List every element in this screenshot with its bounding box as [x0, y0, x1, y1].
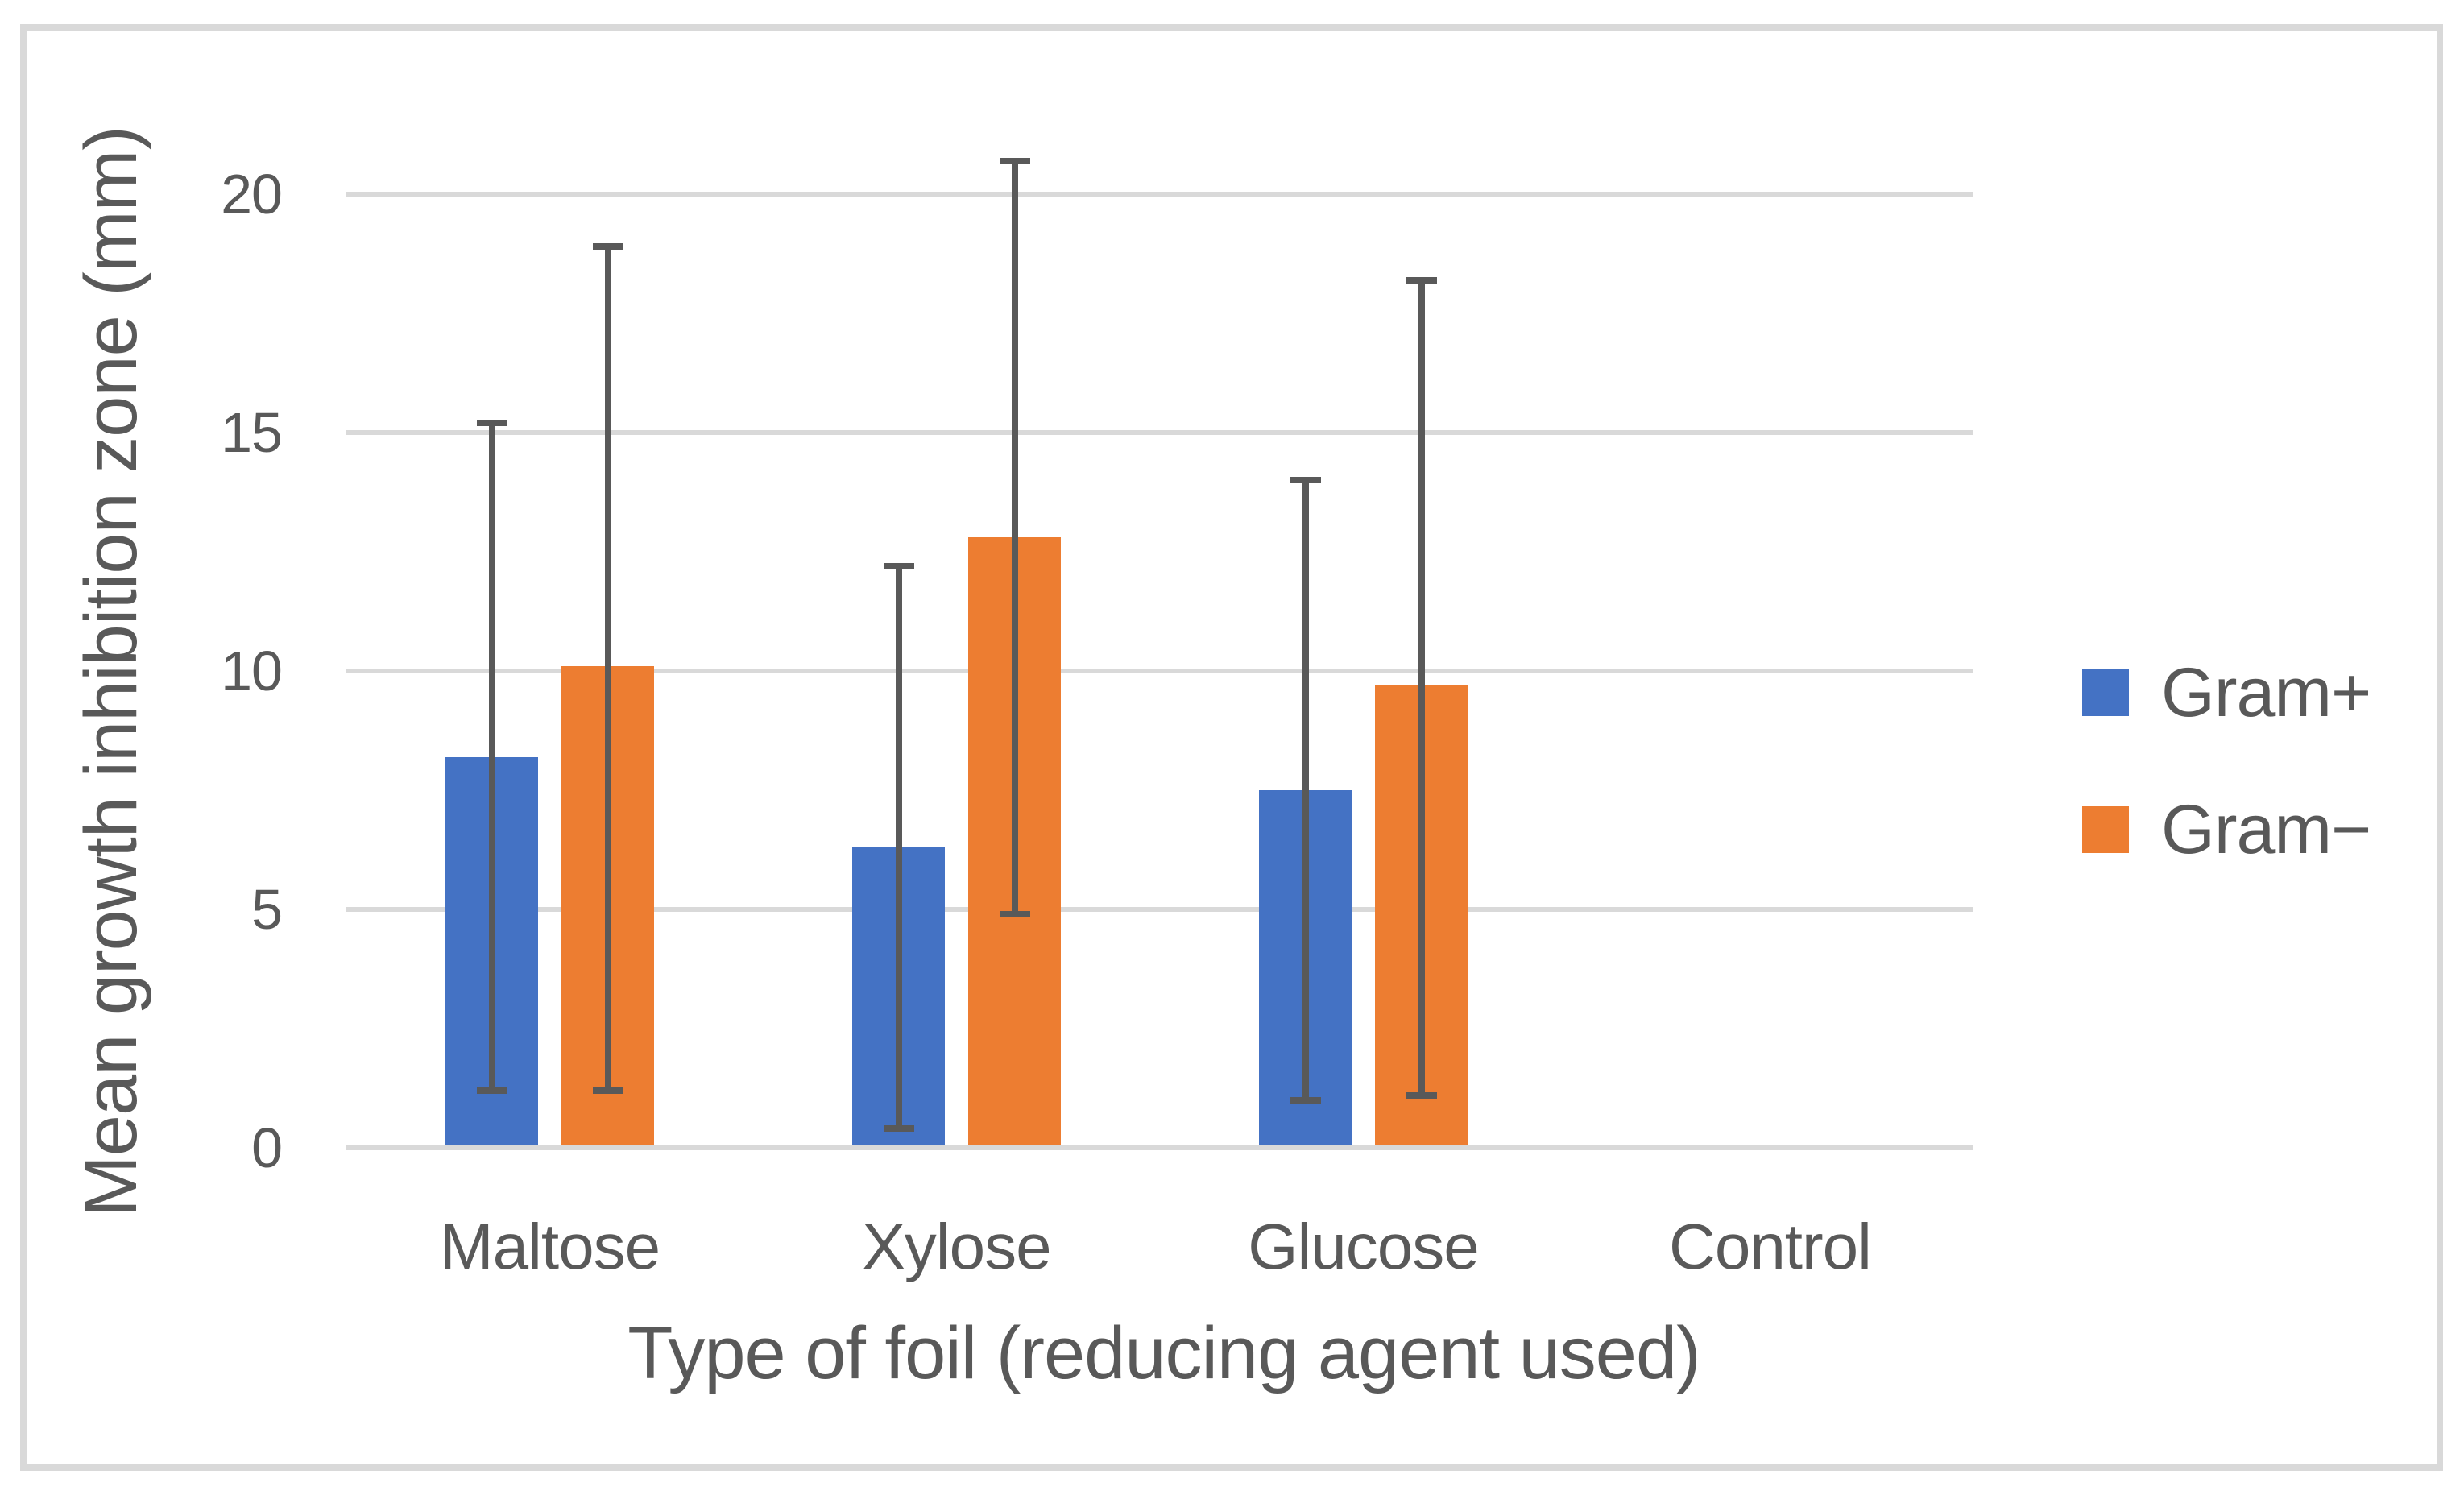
y-tick-label-15: 15 — [221, 401, 283, 464]
figure-border — [20, 24, 2443, 1471]
error-bar-gramplus-xylose-top-cap — [883, 562, 914, 569]
error-bar-gramminus-maltose — [604, 246, 611, 1091]
error-bar-gramplus-xylose — [895, 565, 902, 1129]
error-bar-gramplus-glucose-bottom-cap — [1290, 1096, 1321, 1104]
gridline-20 — [346, 192, 1973, 197]
y-tick-label-5: 5 — [251, 878, 283, 941]
legend-swatch-gramminus — [2082, 806, 2129, 853]
legend-label-gramplus: Gram+ — [2161, 653, 2371, 731]
error-bar-gramminus-maltose-top-cap — [592, 243, 623, 251]
legend-item-gramplus: Gram+ — [2082, 654, 2371, 731]
error-bar-gramminus-glucose-bottom-cap — [1406, 1091, 1437, 1099]
y-tick-label-0: 0 — [251, 1116, 283, 1179]
legend-label-gramminus: Gram− — [2161, 790, 2371, 868]
gridline-15 — [346, 430, 1973, 435]
error-bar-gramminus-glucose-top-cap — [1406, 276, 1437, 284]
error-bar-gramminus-maltose-bottom-cap — [592, 1087, 623, 1094]
category-label-xylose: Xylose — [862, 1211, 1051, 1282]
x-axis-line — [346, 1145, 1973, 1150]
category-label-maltose: Maltose — [439, 1211, 661, 1282]
legend-item-gramminus: Gram− — [2082, 791, 2371, 868]
error-bar-gramminus-glucose — [1418, 280, 1425, 1095]
y-tick-label-10: 10 — [221, 640, 283, 702]
error-bar-gramminus-xylose-top-cap — [999, 157, 1030, 164]
error-bar-gramminus-xylose — [1011, 160, 1018, 914]
error-bar-gramplus-glucose — [1302, 480, 1309, 1100]
gridline-10 — [346, 669, 1973, 673]
error-bar-gramplus-maltose-top-cap — [476, 420, 507, 427]
error-bar-gramminus-xylose-bottom-cap — [999, 910, 1030, 917]
error-bar-gramplus-maltose-bottom-cap — [476, 1087, 507, 1094]
error-bar-gramplus-glucose-top-cap — [1290, 477, 1321, 484]
error-bar-gramplus-maltose — [488, 423, 495, 1091]
y-tick-label-20: 20 — [221, 163, 283, 226]
gridline-5 — [346, 907, 1973, 912]
category-label-glucose: Glucose — [1248, 1211, 1479, 1282]
error-bar-gramplus-xylose-bottom-cap — [883, 1125, 914, 1133]
legend-swatch-gramplus — [2082, 669, 2129, 716]
x-axis-title: Type of foil (reducing agent used) — [627, 1312, 1701, 1394]
category-label-control: Control — [1669, 1211, 1872, 1282]
